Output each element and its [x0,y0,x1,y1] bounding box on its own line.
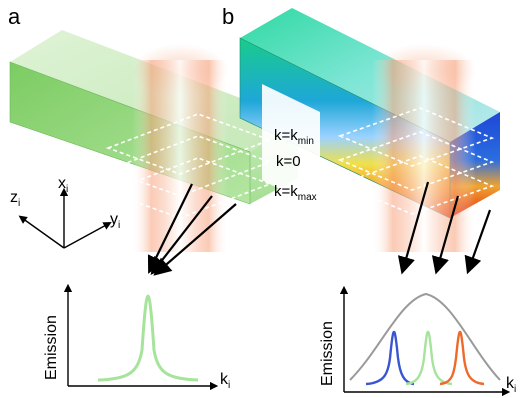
k-layer-b-bottom [337,155,495,215]
plot-a-xlabel: ki [220,371,230,391]
emission-plot-b: Emission ki [319,285,516,397]
beam-b-body [372,60,476,252]
emission-arrows-a [147,183,237,276]
k-layer-a-top [105,113,273,175]
plot-b-orange-peak [439,330,485,386]
emission-plot-a: Emission ki [43,283,230,391]
plot-b-envelope [349,292,501,381]
k-label-min: k=kmin [274,127,314,147]
k-layers-b [337,107,495,215]
z-axis-label: zi [10,189,20,209]
k-layer-a-mid [105,135,273,197]
plot-b-blue-peak [365,330,415,386]
arrow-a-2 [150,195,213,275]
arrow-a-1 [147,183,193,274]
arrow-b-min [397,181,430,275]
emission-arrows-b [397,181,492,275]
arrow-b-zero [431,195,460,275]
arrow-a-3 [153,203,237,276]
z-axis-arrow [18,215,65,249]
plot-b-ylabel: Emission [319,321,336,386]
panel-b: b k=kmin k=0 k=kmax [222,4,516,397]
k-layer-b-top [337,107,495,167]
panel-a: a xi yi [8,4,298,391]
y-axis-arrow [63,221,112,249]
laser-beam-b [372,44,476,252]
plot-a-green-peak [97,294,199,382]
plot-b-green-peak [405,330,453,386]
k-label-backdrop [262,84,320,210]
k-layer-a-bottom [105,157,273,219]
k-label-zero: k=0 [276,153,301,170]
laser-beam-a [132,44,228,252]
arrow-b-max [464,209,492,275]
beam-a-body [132,60,228,252]
k-layers-a [105,113,273,219]
panel-b-label: b [222,4,234,29]
plot-b-xlabel: ki [506,375,516,395]
coordinate-axes [18,187,112,249]
panel-a-label: a [8,4,21,29]
plot-a-ylabel: Emission [43,315,60,380]
k-label-max: k=kmax [274,183,317,203]
x-axis-label: xi [58,175,68,195]
y-axis-label: yi [110,211,120,231]
k-layer-b-mid [337,131,495,191]
